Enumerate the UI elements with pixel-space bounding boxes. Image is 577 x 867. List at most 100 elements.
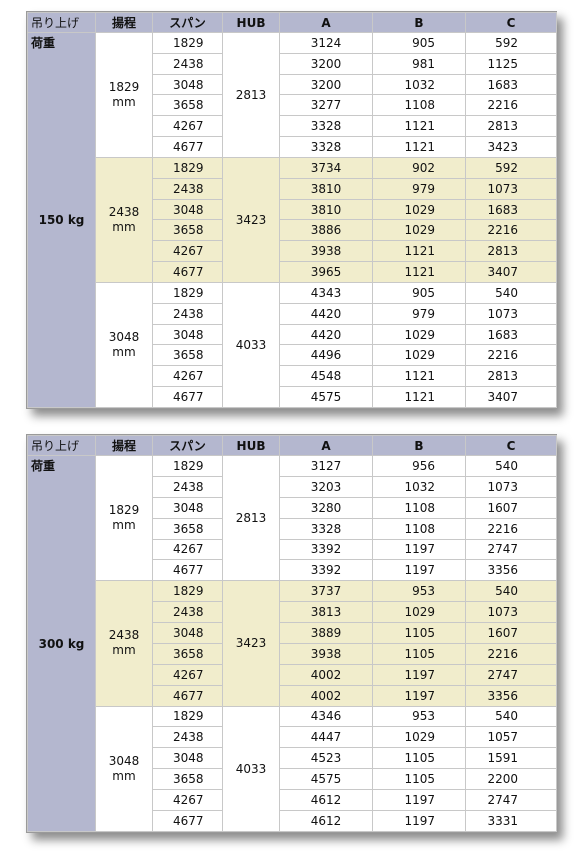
lift-unit: mm [112,518,136,533]
table-row: 2438 mm 1829 3423 3734 902 592 [28,156,557,283]
table-row: 3658 4575 1105 2200 [28,768,557,790]
hub-cell: 4033 [222,705,280,832]
table-row: 3048 3810 1029 1683 [28,198,557,221]
c-cell: 1607 [465,496,557,519]
a-cell: 3392 [279,559,373,582]
b-cell: 981 [372,52,466,75]
a-cell: 3965 [279,261,373,283]
a-cell: 3277 [279,94,373,117]
load-value: 150 kg [38,213,85,227]
table-body: 荷重 150 kg 1829 mm 1829 2813 3124 905 592 2438 3200… [27,32,557,409]
table-row: 4267 3328 1121 2813 [28,115,557,138]
lift-value: 1829 [108,503,140,518]
c-cell: 1073 [465,475,557,498]
c-cell: 3407 [465,261,557,283]
a-cell: 4575 [279,768,373,790]
span-cell: 4677 [152,136,223,158]
header-span: スパン [152,12,223,33]
spec-table: 吊り上げ 揚程 スパン HUB A B C 荷重 300 kg 1829 mm 1829 2813 31… [27,435,557,833]
table-row: 2438 mm 1829 3423 3737 953 540 [28,580,557,707]
table-row: 3658 3886 1029 2216 [28,219,557,242]
lift-unit: mm [112,219,136,234]
span-cell: 4267 [152,538,223,561]
table-body: 荷重 300 kg 1829 mm 1829 2813 3127 956 540 2438 3203… [27,454,557,833]
b-cell: 979 [372,177,466,200]
lift-unit: mm [112,94,136,109]
table-row: 3048 mm 1829 4033 4343 905 540 [28,281,557,409]
header-load: 吊り上げ [27,435,96,456]
hub-cell: 3423 [222,156,280,283]
lift-value: 2438 [108,204,140,219]
span-cell: 1829 [152,32,223,54]
a-cell: 4346 [279,705,373,728]
table-row: 4267 4548 1121 2813 [28,365,557,388]
c-cell: 1683 [465,198,557,221]
b-cell: 956 [372,455,466,477]
a-cell: 3328 [279,115,373,138]
c-cell: 1073 [465,601,557,623]
table-row: 4267 4002 1197 2747 [28,663,557,686]
span-cell: 3658 [152,219,223,242]
header-a: A [279,435,373,456]
spec-table-2: 吊り上げ 揚程 スパン HUB A B C 荷重 300 kg 1829 mm 1829 2813 31… [26,434,557,833]
a-cell: 3813 [279,601,373,623]
a-cell: 3200 [279,73,373,96]
c-cell: 592 [465,156,557,179]
header-b: B [372,12,466,33]
span-cell: 1829 [152,281,223,304]
span-cell: 4677 [152,809,223,833]
span-cell: 4267 [152,240,223,263]
table-row: 4267 4612 1197 2747 [28,789,557,811]
b-cell: 1121 [372,136,466,158]
lift-cell: 1829 mm [95,32,153,158]
c-cell: 2747 [465,538,557,561]
c-cell: 2216 [465,344,557,367]
table-row: 荷重 150 kg 1829 mm 1829 2813 3124 905 592 [27,32,557,408]
b-cell: 1108 [372,94,466,117]
header-b: B [372,435,466,456]
c-cell: 3356 [465,684,557,707]
a-cell: 4612 [279,789,373,811]
span-cell: 1829 [152,705,223,728]
span-cell: 2438 [152,726,223,749]
span-cell: 3048 [152,496,223,519]
header-a: A [279,12,373,33]
span-cell: 3048 [152,323,223,346]
b-cell: 1197 [372,559,466,582]
b-cell: 1121 [372,115,466,138]
a-cell: 4548 [279,365,373,388]
a-cell: 3737 [279,580,373,603]
c-cell: 3331 [465,809,557,833]
span-cell: 3048 [152,198,223,221]
table-row: 3048 4523 1105 1591 [28,747,557,770]
a-cell: 4447 [279,726,373,749]
c-cell: 2216 [465,517,557,540]
a-cell: 4420 [279,323,373,346]
c-cell: 2813 [465,240,557,263]
c-cell: 1683 [465,323,557,346]
b-cell: 1121 [372,386,466,408]
header-lift: 揚程 [95,12,153,33]
table-row: 4267 3392 1197 2747 [28,538,557,561]
c-cell: 2813 [465,365,557,388]
a-cell: 4343 [279,281,373,304]
span-cell: 3048 [152,73,223,96]
span-cell: 1829 [152,580,223,603]
b-cell: 1197 [372,684,466,707]
header-span: スパン [152,435,223,456]
c-cell: 1683 [465,73,557,96]
table-row: 4677 4575 1121 3407 [28,386,557,408]
load-sub-label: 荷重 [31,36,56,50]
a-cell: 3886 [279,219,373,242]
b-cell: 1029 [372,198,466,221]
c-cell: 1591 [465,747,557,770]
a-cell: 4420 [279,302,373,325]
header-hub: HUB [222,435,280,456]
b-cell: 1197 [372,789,466,811]
span-cell: 4677 [152,386,223,408]
table-row: 2438 4447 1029 1057 [28,726,557,749]
a-cell: 4496 [279,344,373,367]
span-cell: 3658 [152,642,223,665]
span-cell: 2438 [152,177,223,200]
a-cell: 4002 [279,663,373,686]
